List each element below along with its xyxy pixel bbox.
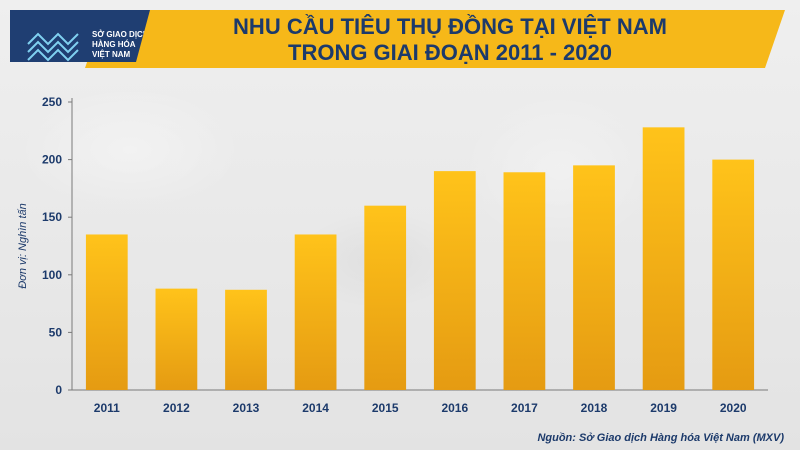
x-tick-label: 2018 xyxy=(581,401,608,415)
y-tick-label: 0 xyxy=(55,383,62,397)
logo-line-1: SỞ GIAO DỊCH xyxy=(92,30,149,39)
y-tick-label: 200 xyxy=(42,153,62,167)
title-banner xyxy=(85,10,785,68)
chart-area: 0 50 100 150 200 250 Đơn vị: Nghìn tấn 2011 2012… xyxy=(0,78,800,423)
bar-2015 xyxy=(364,205,407,390)
bar-2014 xyxy=(294,234,337,390)
bar-2012 xyxy=(155,288,198,390)
bar-2013 xyxy=(225,289,267,390)
logo-line-3: VIỆT NAM xyxy=(92,50,131,59)
x-tick-label: 2016 xyxy=(441,401,468,415)
bar-2018 xyxy=(573,165,615,390)
x-tick-label: 2020 xyxy=(720,401,747,415)
x-tick-label: 2013 xyxy=(233,401,260,415)
bar-2017 xyxy=(503,172,546,390)
logo: SỞ GIAO DỊCH HÀNG HÓA VIỆT NAM xyxy=(10,10,150,62)
y-tick-label: 50 xyxy=(49,325,63,339)
x-tick-label: 2015 xyxy=(372,401,399,415)
bar-2019 xyxy=(642,127,685,391)
logo-line-2: HÀNG HÓA xyxy=(92,40,136,49)
header: SỞ GIAO DỊCH HÀNG HÓA VIỆT NAM NHU CẦU T… xyxy=(0,0,800,78)
bar-2020 xyxy=(712,159,755,390)
bar-chart: 0 50 100 150 200 250 Đơn vị: Nghìn tấn 2011 2012… xyxy=(17,95,768,415)
bar-2011 xyxy=(85,234,128,390)
y-axis-label: Đơn vị: Nghìn tấn xyxy=(17,203,29,289)
y-tick-label: 250 xyxy=(42,95,62,109)
chart-title: NHU CẦU TIÊU THỤ ĐỒNG TẠI VIỆT NAM TRONG… xyxy=(160,14,740,66)
x-tick-label: 2011 xyxy=(94,401,120,415)
source-note: Nguồn: Sở Giao dịch Hàng hóa Việt Nam (M… xyxy=(537,432,784,444)
x-tick-label: 2019 xyxy=(650,401,677,415)
bar-2016 xyxy=(433,171,476,390)
logo-icon xyxy=(24,24,84,64)
y-tick-label: 150 xyxy=(42,210,62,224)
title-line-2: TRONG GIAI ĐOẠN 2011 - 2020 xyxy=(288,40,612,65)
title-line-1: NHU CẦU TIÊU THỤ ĐỒNG TẠI VIỆT NAM xyxy=(233,14,667,39)
x-tick-label: 2017 xyxy=(511,401,538,415)
x-tick-label: 2014 xyxy=(302,401,329,415)
y-tick-label: 100 xyxy=(42,268,62,282)
logo-text: SỞ GIAO DỊCH HÀNG HÓA VIỆT NAM xyxy=(92,30,162,60)
x-tick-label: 2012 xyxy=(163,401,190,415)
